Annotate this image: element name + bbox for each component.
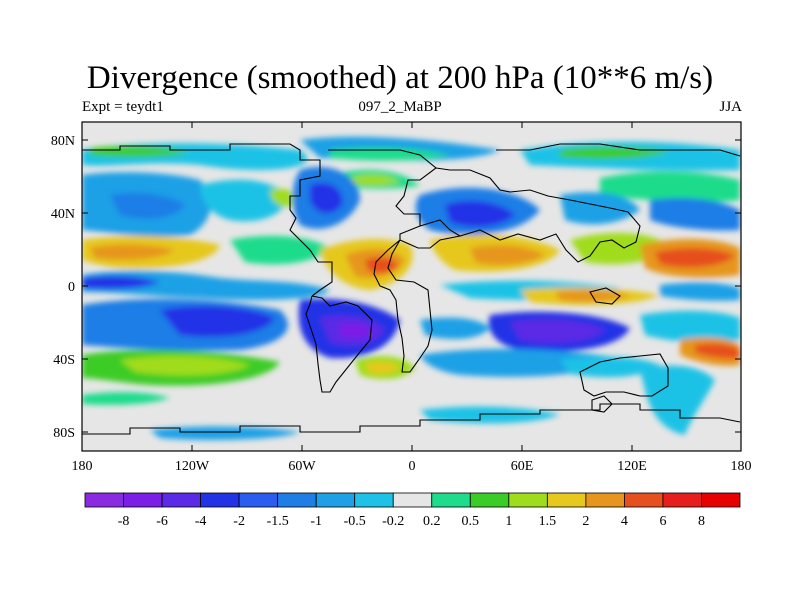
colorbar-box: [546, 492, 587, 508]
colorbar-box: [238, 492, 279, 508]
colorbar-label: -1.5: [267, 514, 289, 529]
south-america-coast: [305, 295, 373, 393]
colorbar-box: [701, 492, 741, 508]
lat-tick: 80N: [51, 134, 741, 149]
lon-label-120w: 120W: [175, 459, 210, 474]
colorbar-label: 0.2: [423, 514, 441, 529]
africa-coast: [373, 239, 433, 373]
lat-label-80s: 80S: [53, 426, 75, 441]
colorbar-label: 0.5: [462, 514, 480, 529]
antarctica-coast: [82, 403, 741, 435]
run-id-label: 097_2_MaBP: [358, 99, 442, 115]
latitude-axis: 80N 40N 0 40S 80S: [51, 134, 741, 441]
lat-tick: 80S: [53, 426, 741, 441]
colorbar-label: 1: [505, 514, 512, 529]
lon-tick: 120E: [617, 122, 647, 474]
lat-label-40n: 40N: [51, 207, 75, 222]
colorbar-box: [123, 492, 163, 508]
lon-tick: 60E: [511, 122, 534, 474]
lon-label-0: 0: [409, 459, 416, 474]
lon-label-180e: 180: [731, 459, 752, 474]
colorbar-label: -8: [118, 514, 130, 529]
lat-tick: 40N: [51, 207, 741, 222]
north-america-coast: [82, 143, 333, 297]
divergence-field: [82, 122, 741, 451]
lon-tick: 120W: [175, 122, 210, 474]
europe-coast: [399, 219, 462, 249]
colorbar-box: [277, 492, 317, 508]
experiment-label: Expt = teydt1: [82, 99, 164, 115]
lon-tick: 180: [72, 445, 93, 474]
lat-label-80n: 80N: [51, 134, 75, 149]
lon-label-180w: 180: [72, 459, 93, 474]
colorbar-box: [161, 492, 201, 508]
coastlines: [82, 143, 741, 435]
colorbar-box: [84, 492, 124, 508]
colorbar-label: -0.2: [382, 514, 404, 529]
lon-label-60e: 60E: [511, 459, 534, 474]
season-label: JJA: [719, 99, 742, 115]
plot-title: Divergence (smoothed) at 200 hPa (10**6 …: [86, 60, 714, 96]
lon-label-120e: 120E: [617, 459, 647, 474]
lat-tick: 40S: [53, 353, 741, 368]
island-coast: [589, 287, 621, 305]
colorbar-label: -2: [233, 514, 245, 529]
asia-coast: [435, 167, 641, 263]
colorbar-label: -0.5: [344, 514, 366, 529]
colorbar-box: [392, 492, 433, 508]
colorbar-label: -4: [195, 514, 207, 529]
colorbar-box: [585, 492, 625, 508]
lat-tick: 0: [68, 280, 741, 295]
colorbar-box: [508, 492, 548, 508]
lon-tick: 60W: [288, 122, 316, 474]
colorbar-label: 4: [621, 514, 628, 529]
colorbar-box: [315, 492, 356, 508]
colorbar-box: [662, 492, 702, 508]
colorbar-box: [200, 492, 240, 508]
lon-label-60w: 60W: [288, 459, 316, 474]
colorbar: -8 -6 -4 -2 -1.5 -1 -0.5 -0.2 0.2 0.5 1 1.5 2 4 6 8: [84, 492, 741, 529]
colorbar-label: 2: [582, 514, 589, 529]
lat-label-40s: 40S: [53, 353, 75, 368]
colorbar-label: -6: [156, 514, 168, 529]
australia-coast: [579, 353, 669, 397]
colorbar-label: -1: [310, 514, 322, 529]
colorbar-box: [431, 492, 471, 508]
island-coast: [591, 395, 613, 413]
colorbar-label: 8: [698, 514, 705, 529]
colorbar-box: [354, 492, 394, 508]
colorbar-label: 6: [659, 514, 666, 529]
colorbar-box: [469, 492, 510, 508]
greenland-coast: [328, 149, 437, 226]
lon-tick: 0: [409, 122, 416, 474]
longitude-axis: 180 120W 60W 0 60E 120E 180: [72, 122, 752, 474]
lat-label-eq: 0: [68, 280, 75, 295]
arctic-coast: [496, 143, 741, 157]
colorbar-box: [624, 492, 664, 508]
colorbar-label: 1.5: [539, 514, 557, 529]
lon-tick: 180: [731, 445, 752, 474]
